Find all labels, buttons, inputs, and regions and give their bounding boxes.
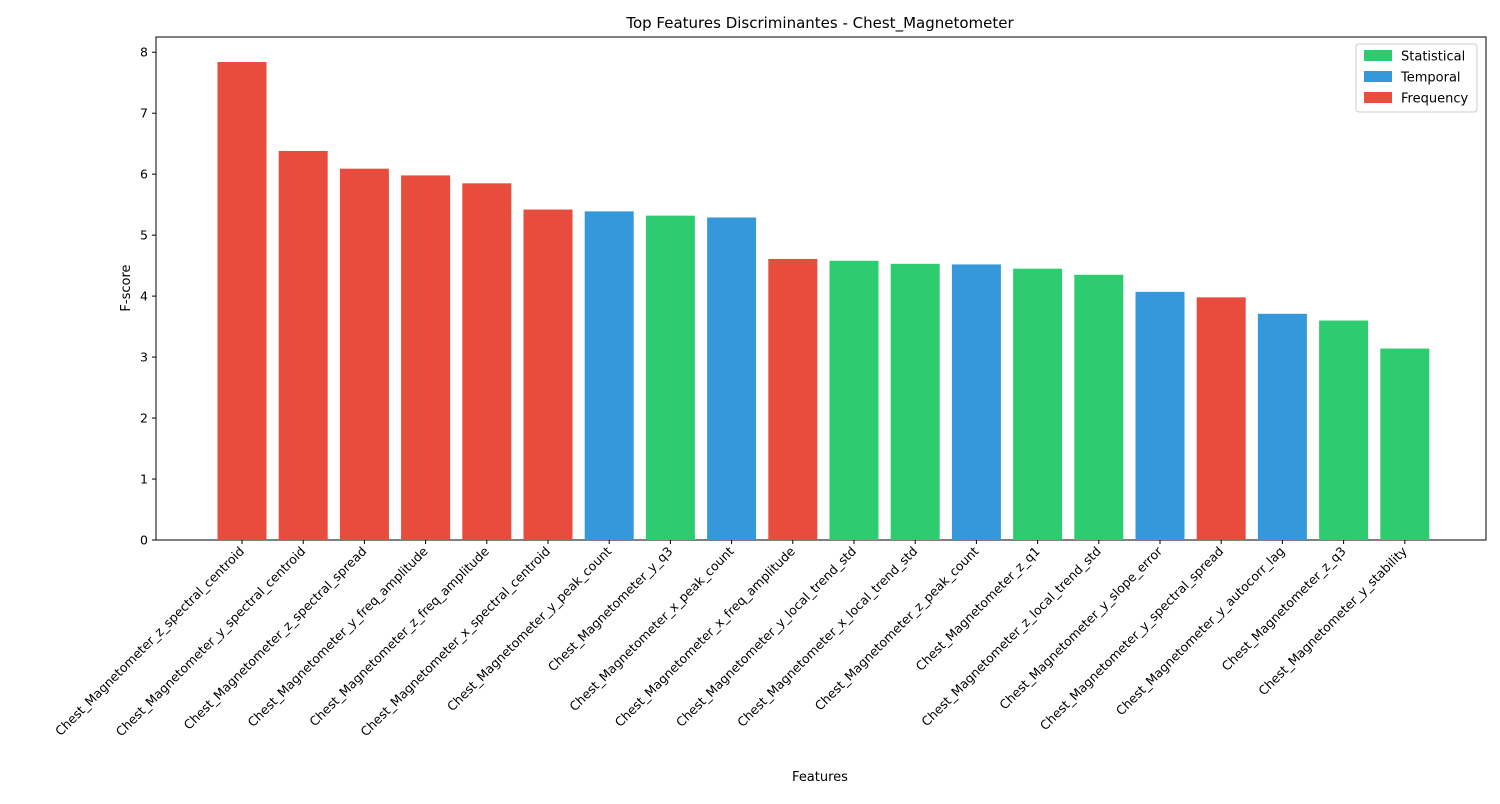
y-tick-label: 8 [140, 45, 148, 60]
bar [1074, 274, 1124, 540]
plot-frame [155, 36, 1487, 541]
y-tick-label: 5 [140, 228, 148, 243]
bar [1257, 313, 1307, 540]
x-axis-label: Features [792, 770, 848, 785]
bar [278, 151, 328, 540]
legend-label: Temporal [1400, 71, 1461, 86]
bar [707, 217, 757, 540]
legend-swatch [1364, 71, 1392, 82]
bar [584, 211, 634, 540]
y-tick-label: 3 [140, 350, 148, 365]
bar [1319, 320, 1369, 540]
bar [462, 183, 512, 540]
y-tick-label: 1 [140, 472, 148, 487]
y-axis: 0 1 2 3 4 5 6 7 8 [140, 45, 156, 548]
bar [523, 209, 573, 540]
bar [890, 263, 940, 540]
x-tick-label: Chest_Magnetometer_z_q1 [913, 544, 1043, 674]
legend-swatch [1364, 50, 1392, 61]
bar [1013, 268, 1063, 540]
legend-swatch [1364, 92, 1392, 103]
bar [401, 175, 451, 540]
legend-label: Frequency [1401, 92, 1468, 107]
y-axis-label: F-score [119, 264, 134, 311]
bar [951, 264, 1001, 540]
bar [339, 168, 389, 540]
legend-label: Statistical [1401, 50, 1465, 65]
legend: Statistical Temporal Frequency [1355, 43, 1478, 113]
y-tick-label: 2 [140, 411, 148, 426]
bar [829, 260, 879, 540]
bar [1380, 348, 1430, 540]
bars-layer [217, 61, 1430, 541]
x-axis: Chest_Magnetometer_z_spectral_centroidCh… [52, 540, 1410, 739]
y-tick-label: 0 [140, 533, 148, 548]
y-tick-label: 6 [140, 167, 148, 182]
bar [768, 258, 818, 540]
y-tick-label: 7 [140, 106, 148, 121]
x-tick-label: Chest_Magnetometer_y_q3 [545, 544, 676, 675]
bar [1135, 291, 1185, 540]
y-tick-label: 4 [140, 289, 148, 304]
chart-title: Top Features Discriminantes - Chest_Magn… [625, 14, 1014, 33]
bar [645, 215, 695, 540]
x-tick-label: Chest_Magnetometer_z_q3 [1219, 544, 1349, 674]
bar [217, 61, 267, 541]
bar [1196, 297, 1246, 540]
